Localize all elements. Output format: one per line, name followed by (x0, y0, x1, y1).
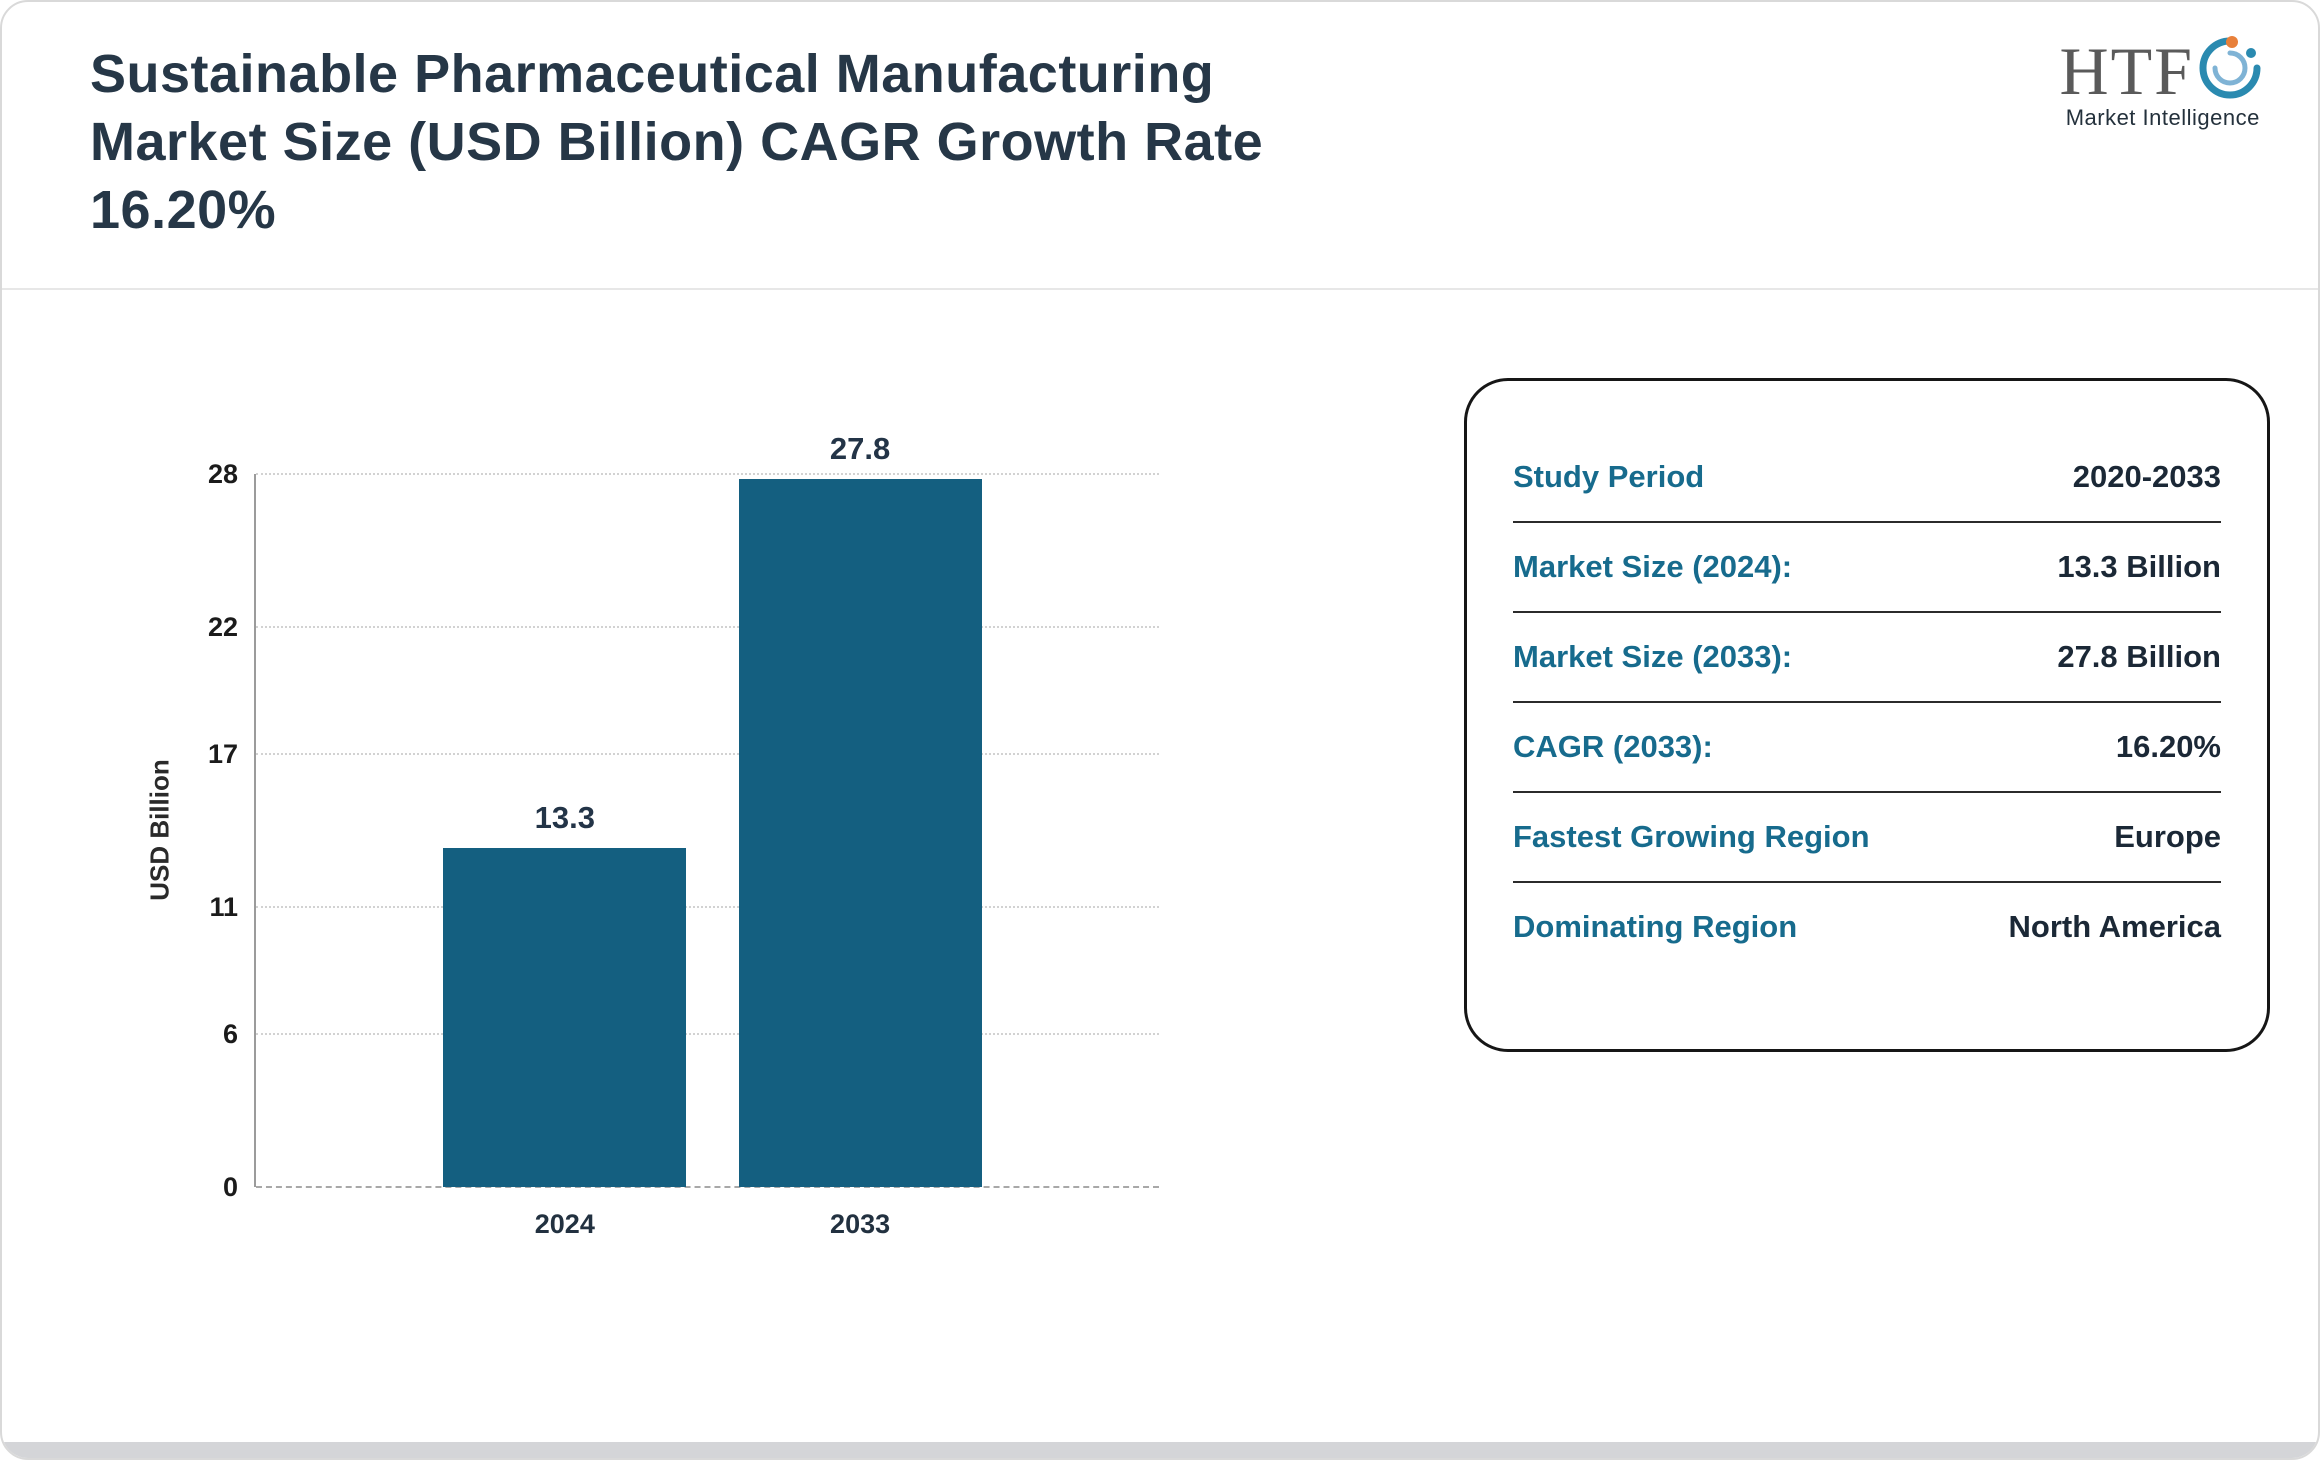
y-tick-label: 17 (207, 739, 238, 770)
info-row-value: 2020-2033 (2072, 459, 2221, 494)
bar-value-label: 27.8 (829, 431, 891, 467)
info-row: Market Size (2033): 27.8 Billion (1513, 613, 2221, 703)
htf-logo-icon (2194, 32, 2266, 109)
y-tick-label: 11 (209, 891, 238, 922)
info-row: Fastest Growing Region Europe (1513, 793, 2221, 883)
x-category-label: 2024 (534, 1209, 595, 1239)
htf-logo-row: HTF (2060, 32, 2266, 109)
x-axis-baseline (256, 1186, 1159, 1188)
info-row-value: 16.20% (2115, 729, 2221, 764)
bar-value-label: 13.3 (534, 800, 595, 836)
market-summary-panel: Study Period 2020-2033 Market Size (2024):… (1464, 378, 2270, 1052)
y-tick-label: 28 (207, 459, 238, 489)
gridline (256, 625, 1159, 628)
info-row-value: 13.3 Billion (2057, 549, 2221, 584)
header-divider (2, 288, 2318, 290)
title-line-1: Sustainable Pharmaceutical Manufacturing (90, 44, 1215, 104)
info-row-value: 27.8 Billion (2057, 639, 2221, 674)
info-row-label: Fastest Growing Region (1513, 819, 1870, 854)
y-tick-label: 0 (222, 1172, 238, 1202)
info-row-label: Market Size (2033): (1513, 639, 1793, 674)
htf-logo-subtext: Market Intelligence (2065, 105, 2260, 130)
info-row: Dominating Region North America (1513, 883, 2221, 971)
bar-chart-plot-area: 13.3 2024 27.8 2033 (254, 431, 1159, 1239)
footer-strip (2, 1442, 2318, 1458)
info-row-value: Europe (2114, 819, 2221, 854)
bar-2033 (738, 479, 982, 1187)
info-row-label: Dominating Region (1513, 909, 1798, 944)
info-row: Market Size (2024): 13.3 Billion (1513, 523, 2221, 613)
gridline (256, 753, 1159, 756)
info-row-label: Study Period (1513, 459, 1705, 494)
info-row-label: CAGR (2033): (1513, 729, 1713, 764)
bar-2024 (443, 848, 687, 1187)
info-row: CAGR (2033): 16.20% (1513, 703, 2221, 793)
htf-logo-text: HTF (2059, 32, 2194, 109)
htf-logo: HTF Market Intelligence (2060, 32, 2266, 131)
y-axis-ticks: 0 6 11 17 22 28 (152, 459, 238, 1202)
info-row-label: Market Size (2024): (1513, 549, 1793, 584)
page-title: Sustainable Pharmaceutical Manufacturing… (90, 40, 1263, 244)
y-tick-label: 6 (222, 1019, 238, 1050)
info-row: Study Period 2020-2033 (1513, 433, 2221, 523)
gridline (256, 1033, 1159, 1036)
info-row-value: North America (2008, 909, 2221, 944)
gridline (256, 905, 1159, 908)
title-line-2: Market Size (USD Billion) CAGR Growth Ra… (90, 112, 1264, 172)
gridline (256, 473, 1159, 475)
y-tick-label: 22 (207, 611, 238, 642)
title-line-3: 16.20% (90, 180, 277, 240)
x-category-label: 2033 (830, 1209, 891, 1239)
